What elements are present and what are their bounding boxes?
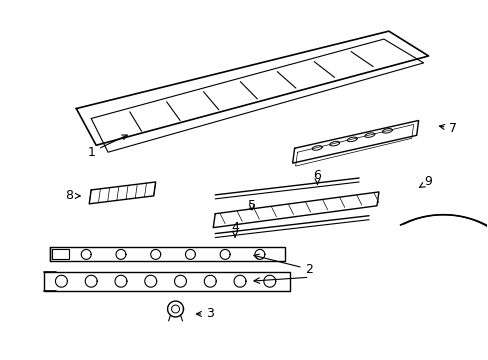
Text: 8: 8 (65, 189, 80, 202)
Text: 5: 5 (247, 199, 255, 212)
Text: 2: 2 (253, 254, 313, 276)
Text: 3: 3 (196, 307, 214, 320)
Text: 4: 4 (231, 221, 239, 237)
Text: 7: 7 (439, 122, 456, 135)
Text: 1: 1 (87, 135, 127, 159)
Text: 6: 6 (313, 168, 321, 184)
Bar (51, 249, 69, 260)
Text: 9: 9 (418, 175, 431, 189)
